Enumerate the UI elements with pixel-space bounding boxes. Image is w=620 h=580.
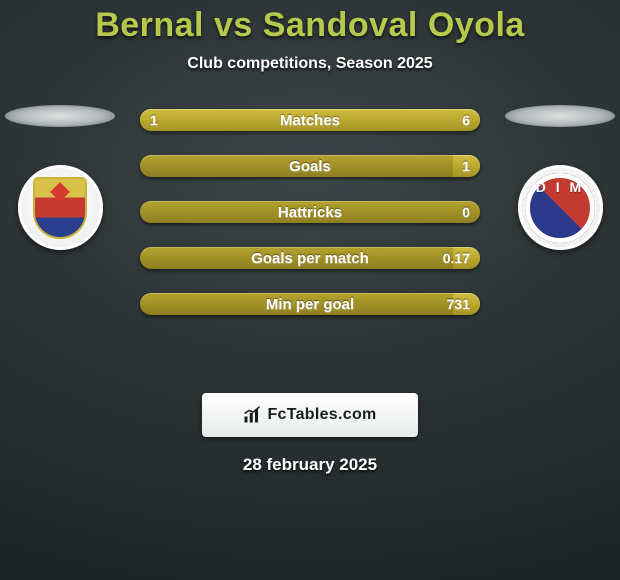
stat-row: Matches1 6: [140, 109, 480, 131]
brand-chart-icon: [243, 406, 261, 424]
subtitle: Club competitions, Season 2025: [0, 55, 620, 73]
stat-value-left: [140, 293, 160, 315]
team-crest-right-icon: D I M: [525, 173, 595, 243]
brand-text: FcTables.com: [267, 406, 376, 424]
stat-value-left: 1: [140, 109, 168, 131]
player-left-silhouette: [5, 105, 115, 127]
stat-value-right: 0.17: [433, 247, 480, 269]
team-badge-left: [18, 165, 103, 250]
stat-label: Goals: [140, 155, 480, 177]
stat-value-right: 1: [452, 155, 480, 177]
stat-row: Hattricks0: [140, 201, 480, 223]
stat-row: Goals per match0.17: [140, 247, 480, 269]
player-left-column: [0, 109, 120, 250]
stat-label: Goals per match: [140, 247, 480, 269]
date-label: 28 february 2025: [0, 455, 620, 475]
stat-bars: Matches16Goals1Hattricks0Goals per match…: [140, 109, 480, 315]
stat-value-left: [140, 201, 160, 223]
stat-value-right: 6: [452, 109, 480, 131]
team-badge-right: D I M: [518, 165, 603, 250]
page-title: Bernal vs Sandoval Oyola: [0, 0, 620, 45]
brand-badge: FcTables.com: [202, 393, 418, 437]
stat-label: Hattricks: [140, 201, 480, 223]
player-right-silhouette: [505, 105, 615, 127]
team-crest-right-letters: D I M: [525, 173, 595, 243]
stat-row: Min per goal731: [140, 293, 480, 315]
stat-value-right: 0: [452, 201, 480, 223]
stat-row: Goals1: [140, 155, 480, 177]
stat-value-left: [140, 155, 160, 177]
comparison-area: D I M Matches16Goals1Hattricks0Goals per…: [0, 109, 620, 369]
team-crest-left-icon: [33, 177, 87, 239]
stat-label: Min per goal: [140, 293, 480, 315]
stat-label: Matches: [140, 109, 480, 131]
stat-value-right: 731: [437, 293, 480, 315]
stat-value-left: [140, 247, 160, 269]
player-right-column: D I M: [500, 109, 620, 250]
